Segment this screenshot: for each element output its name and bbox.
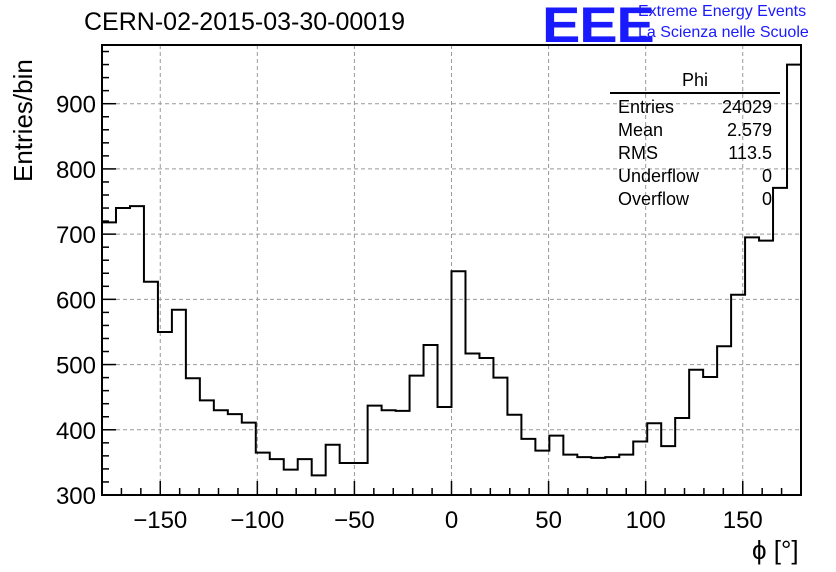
y-tick-label: 500 [56,353,96,380]
y-tick-label: 800 [56,157,96,184]
stats-value: 2.579 [726,120,772,140]
chart-title: CERN-02-2015-03-30-00019 [84,8,406,36]
x-tick-label: −100 [230,507,284,534]
stats-value: 0 [761,189,772,209]
stats-row-underflow: Underflow 0 [610,165,780,188]
stats-label: RMS [618,143,658,163]
tick-labels: −150 −100 −50 0 50 100 150 300 400 500 600 700 800 90… [56,92,763,534]
x-tick-label: 50 [535,507,562,534]
y-tick-label: 400 [56,418,96,445]
y-tick-label: 600 [56,287,96,314]
stats-value: 113.5 [728,143,772,163]
logo-line-2: La Scienza nelle Scuole [638,24,809,41]
stats-label: Mean [618,120,664,140]
y-axis-label: Entries/bin [8,59,38,182]
stats-row-rms: RMS 113.5 [610,142,780,165]
stats-label: Entries [618,97,675,117]
stats-row-mean: Mean 2.579 [610,119,780,142]
stats-row-entries: Entries 24029 [610,96,780,119]
x-tick-label: −50 [334,507,375,534]
y-tick-label: 900 [56,92,96,119]
x-tick-label: 150 [723,507,763,534]
x-tick-label: 0 [445,507,458,534]
x-tick-label: −150 [133,507,187,534]
axis-ticks [101,50,802,496]
y-tick-label: 700 [56,222,96,249]
x-tick-label: 100 [626,507,666,534]
stats-row-overflow: Overflow 0 [610,188,780,211]
x-axis-label: ϕ [°] [752,535,799,565]
stats-value: 24029 [721,97,772,117]
eee-logo: EEE [542,0,655,53]
stats-box: Phi Entries 24029 Mean 2.579 RMS 113.5 U… [610,70,780,211]
stats-label: Underflow [618,166,700,186]
histogram-line [102,63,801,477]
stats-name: Phi [610,70,780,94]
stats-label: Overflow [618,189,690,209]
logo-line-1: Extreme Energy Events [638,3,807,20]
y-tick-label: 300 [56,483,96,510]
grid-lines [102,45,801,496]
stats-value: 0 [761,166,772,186]
